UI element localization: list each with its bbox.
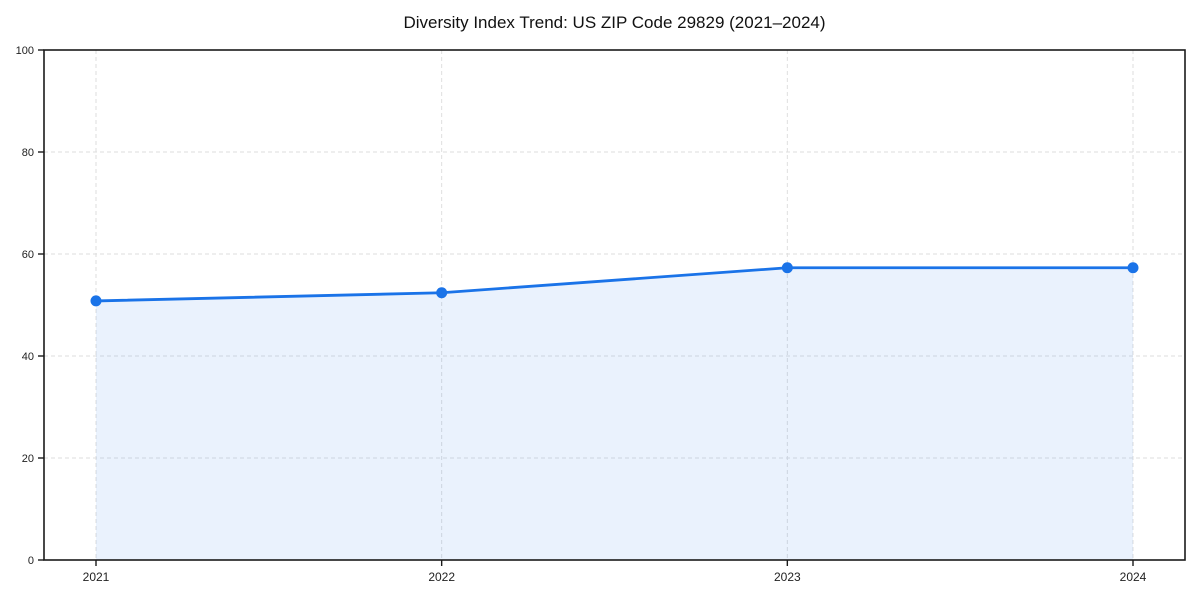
data-point-2021 <box>90 295 102 307</box>
x-tick-label-2024: 2024 <box>1120 570 1147 584</box>
data-point-2022 <box>436 287 448 299</box>
data-point-2023 <box>781 262 793 274</box>
plot-border <box>43 49 1186 561</box>
y-tick-label-20: 20 <box>22 453 34 465</box>
y-tick-label-100: 100 <box>16 45 34 57</box>
x-tick-label-2023: 2023 <box>774 570 801 584</box>
y-tick-label-0: 0 <box>28 555 34 567</box>
area-fill <box>96 267 1133 560</box>
trend-line <box>94 266 1135 303</box>
chart-title: Diversity Index Trend: US ZIP Code 29829… <box>403 13 826 32</box>
y-tick-label-80: 80 <box>22 147 34 159</box>
x-tick-label-2022: 2022 <box>428 570 455 584</box>
x-tick-label-2021: 2021 <box>83 570 110 584</box>
y-tick-label-60: 60 <box>22 249 34 261</box>
data-point-2024 <box>1127 262 1139 274</box>
y-tick-label-40: 40 <box>22 351 34 363</box>
